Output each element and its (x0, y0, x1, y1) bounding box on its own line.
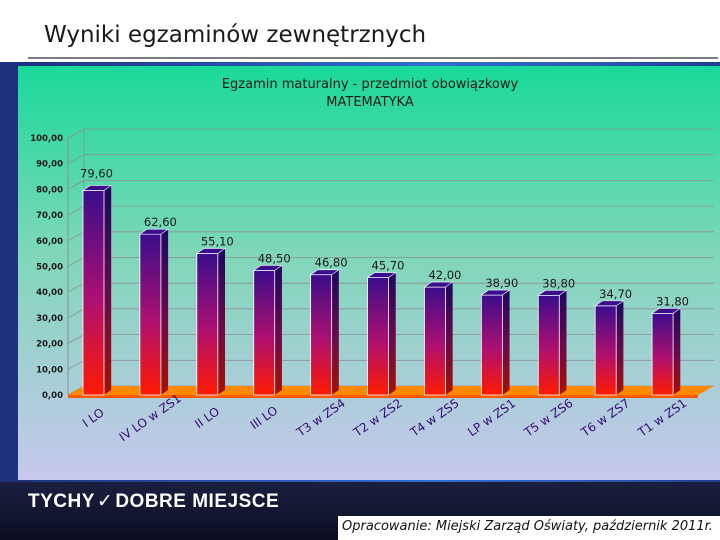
value-label: 55,10 (201, 234, 234, 248)
brand-right: DOBRE MIEJSCE (115, 491, 280, 512)
bar-top (537, 290, 568, 296)
bar-top (252, 265, 283, 271)
bar-front (594, 305, 617, 396)
y-tick-label: 40,00 (36, 288, 63, 298)
bar-top (138, 228, 170, 235)
grid-line-depth (67, 282, 85, 293)
bar (480, 289, 511, 396)
bar-side (559, 290, 567, 395)
bar-top (423, 281, 454, 288)
value-label: 38,90 (485, 276, 518, 290)
bar-front (310, 274, 333, 396)
value-label: 31,80 (656, 294, 689, 308)
y-tick-label: 80,00 (36, 185, 63, 195)
bar (651, 308, 682, 396)
bar-side (217, 248, 226, 395)
title-divider (28, 57, 718, 59)
bar-top (195, 248, 226, 254)
bar-top (480, 289, 511, 296)
grid-line-depth (67, 205, 85, 216)
bar-top (366, 272, 397, 278)
bar (423, 281, 454, 396)
bar-top (651, 308, 682, 314)
y-tick-label: 30,00 (36, 314, 63, 324)
y-tick-label: 60,00 (36, 237, 63, 247)
bar-side (502, 290, 510, 395)
bar-front (537, 294, 560, 396)
grid-line-depth (67, 180, 85, 190)
bar-front (367, 277, 389, 396)
grid-line-depth (67, 128, 85, 139)
bars (82, 185, 682, 396)
grid-line-depth (67, 334, 85, 344)
bar-front (651, 312, 674, 396)
bar-side (445, 282, 453, 395)
bar (252, 265, 283, 396)
bar-front (139, 233, 162, 396)
brand-left: TYCHY (28, 491, 95, 512)
y-tick-label: 50,00 (36, 263, 63, 273)
value-label: 79,60 (80, 166, 113, 180)
bar-side (673, 308, 681, 395)
value-label: 45,70 (372, 259, 405, 273)
slide-header: Wyniki egzaminów zewnętrznych (0, 0, 720, 62)
bar (537, 290, 568, 396)
chart-title-line1: Egzamin maturalny - przedmiot obowiązkow… (222, 77, 519, 92)
bar-top (309, 269, 340, 276)
source-note: Opracowanie: Miejski Zarząd Oświaty, paź… (342, 519, 713, 534)
grid-line-depth (67, 154, 85, 165)
bar-front (480, 294, 503, 396)
value-labels: 79,60 62,60 55,10 48,50 46,80 45,70 42,00 38,90… (80, 166, 689, 308)
bar-top (82, 185, 113, 191)
chart-background (18, 66, 720, 480)
bar-side (388, 272, 396, 395)
chart-title-line2: MATEMATYKA (326, 95, 414, 110)
bar-side (104, 185, 112, 395)
y-tick-label: 100,00 (30, 134, 63, 144)
value-label: 62,60 (144, 215, 177, 229)
bar-side (616, 300, 624, 395)
bar (366, 272, 397, 396)
value-label: 46,80 (315, 256, 348, 270)
bar-side (331, 269, 339, 395)
floor-front (68, 395, 698, 398)
bar-top (594, 300, 625, 307)
checkmark-icon: ✓ (96, 491, 114, 512)
bar (82, 185, 113, 396)
bar-front (196, 252, 219, 396)
bar-side (274, 265, 282, 395)
page-title: Wyniki egzaminów zewnętrznych (44, 22, 427, 48)
source-box (338, 516, 720, 540)
grid-line-depth (67, 257, 85, 267)
grid-line-depth (67, 359, 85, 370)
y-tick-label: 70,00 (36, 211, 63, 221)
value-label: 48,50 (258, 251, 291, 265)
bar (309, 269, 340, 396)
value-label: 34,70 (599, 287, 632, 301)
bar-front (82, 190, 105, 396)
bar-front (424, 286, 446, 396)
bar (138, 228, 170, 396)
bar-front (253, 269, 276, 396)
bar (594, 300, 625, 396)
bar-chart: Egzamin maturalny - przedmiot obowiązkow… (18, 66, 720, 480)
bar-side (160, 229, 169, 395)
chart-panel: Egzamin maturalny - przedmiot obowiązkow… (18, 66, 720, 480)
y-tick-label: 90,00 (36, 160, 63, 170)
grid-line-depth (67, 308, 85, 319)
brand-logo: TYCHY ✓ DOBRE MIEJSCE (28, 490, 279, 513)
y-tick-label: 10,00 (36, 365, 63, 375)
y-tick-label: 20,00 (36, 340, 63, 350)
grid-line-depth (67, 231, 85, 242)
value-label: 38,80 (542, 276, 575, 290)
y-tick-label: 0,00 (42, 391, 63, 401)
value-label: 42,00 (428, 268, 461, 282)
bar (195, 248, 226, 396)
